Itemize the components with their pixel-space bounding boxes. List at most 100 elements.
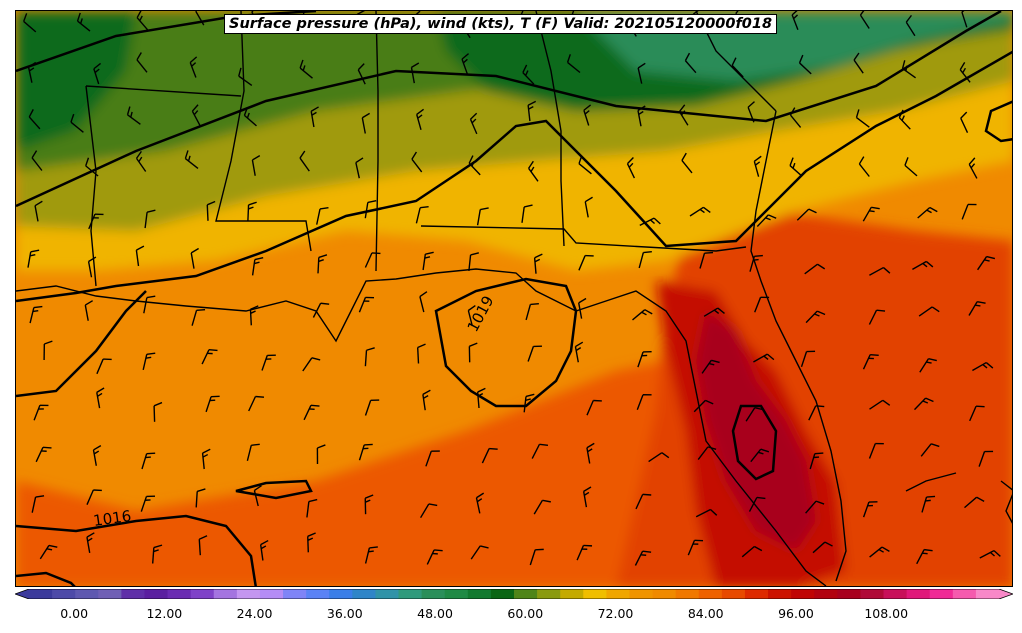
wind-barb bbox=[635, 493, 652, 510]
colorbar-swatch bbox=[52, 589, 76, 599]
wind-barb bbox=[678, 104, 689, 126]
wind-barb bbox=[912, 260, 934, 271]
colorbar-swatch bbox=[398, 589, 423, 599]
wind-barb bbox=[961, 203, 977, 220]
wind-barb bbox=[754, 296, 770, 313]
colorbar-swatch bbox=[213, 589, 238, 599]
temperature-fill bbox=[16, 11, 1012, 586]
colorbar-swatch bbox=[814, 589, 838, 599]
wind-barb bbox=[531, 443, 549, 459]
colorbar-swatch bbox=[329, 589, 353, 599]
colorbar-swatch bbox=[259, 589, 284, 599]
colorbar-swatch bbox=[167, 589, 192, 599]
wind-barb bbox=[898, 109, 911, 130]
isobar-west-1016 bbox=[16, 290, 147, 398]
colorbar-swatch bbox=[721, 589, 746, 599]
colorbar-tick-label: 12.00 bbox=[146, 606, 183, 621]
wind-barb bbox=[868, 309, 886, 325]
wind-barb bbox=[968, 157, 978, 179]
wind-barb bbox=[136, 11, 149, 31]
wind-barb bbox=[745, 407, 764, 422]
isobar-small-loop bbox=[235, 479, 313, 500]
wind-barb bbox=[868, 442, 884, 459]
wind-barb bbox=[476, 387, 486, 409]
colorbar-swatch bbox=[352, 589, 377, 599]
wind-barb bbox=[566, 54, 581, 74]
wind-barb bbox=[920, 443, 940, 457]
wind-barb bbox=[648, 452, 670, 463]
wind-barb bbox=[586, 442, 595, 464]
wind-barb bbox=[364, 494, 374, 515]
wind-barb bbox=[261, 354, 276, 371]
wind-barb bbox=[869, 266, 891, 276]
wind-barb bbox=[528, 160, 539, 182]
wind-barb bbox=[523, 393, 535, 413]
temperature-colorbar bbox=[15, 589, 1013, 599]
wind-barb bbox=[306, 498, 318, 518]
wind-barb bbox=[39, 544, 58, 560]
wind-barb bbox=[869, 399, 891, 410]
wind-barb bbox=[959, 62, 971, 83]
wind-barb bbox=[583, 104, 592, 126]
wind-barb bbox=[699, 251, 714, 269]
wind-barb bbox=[637, 351, 652, 368]
wind-barb bbox=[586, 399, 602, 416]
colorbar-tick-label: 96.00 bbox=[778, 606, 814, 621]
wind-barb bbox=[415, 205, 429, 224]
wind-barb bbox=[584, 196, 593, 218]
colorbar-tick-label: 108.00 bbox=[864, 606, 909, 621]
wind-barb bbox=[201, 348, 218, 365]
wind-barb bbox=[461, 53, 470, 75]
wind-barb bbox=[35, 446, 52, 463]
wind-barb bbox=[578, 297, 587, 319]
wind-barb bbox=[152, 544, 163, 564]
wind-barb bbox=[135, 245, 145, 267]
wind-barb bbox=[687, 539, 704, 556]
wind-barb bbox=[978, 450, 994, 467]
wind-barb bbox=[527, 345, 542, 362]
wind-barb bbox=[964, 496, 985, 509]
isobar-east-loop bbox=[984, 100, 1012, 143]
isobar-north-1 bbox=[16, 11, 317, 73]
temp-florida-core bbox=[696, 311, 816, 551]
wind-barb bbox=[70, 113, 84, 133]
wind-barb bbox=[31, 150, 43, 171]
wind-barb bbox=[533, 499, 551, 515]
wind-barb bbox=[753, 155, 762, 177]
colorbar-swatch bbox=[29, 589, 53, 599]
temp-band-green-west bbox=[16, 11, 136, 151]
colorbar-tick-label: 48.00 bbox=[417, 606, 453, 621]
wind-barb bbox=[191, 104, 201, 126]
wind-barb bbox=[917, 206, 938, 219]
isobar-sw-corner bbox=[16, 571, 76, 586]
wind-barb bbox=[791, 11, 800, 31]
wind-barb bbox=[697, 446, 717, 461]
wind-barb bbox=[85, 157, 99, 177]
colorbar-tick-label: 0.00 bbox=[60, 606, 89, 621]
wind-barb bbox=[184, 150, 199, 169]
wind-barb bbox=[800, 350, 816, 368]
wind-barb bbox=[468, 342, 478, 363]
wind-barb bbox=[426, 549, 443, 565]
wind-barb bbox=[525, 303, 539, 321]
wind-barb bbox=[93, 62, 102, 85]
wind-barb bbox=[249, 305, 259, 326]
map-panel: 1019 1016 bbox=[15, 10, 1013, 587]
colorbar-swatch bbox=[606, 589, 631, 599]
wind-barb bbox=[750, 448, 770, 463]
colorbar-swatch bbox=[860, 589, 885, 599]
wind-barb bbox=[804, 263, 826, 275]
colorbar-swatch bbox=[906, 589, 931, 599]
colorbar-extend-high bbox=[999, 589, 1013, 599]
wind-barb bbox=[637, 105, 646, 127]
colorbar-swatch bbox=[236, 589, 261, 599]
wind-barb bbox=[805, 500, 825, 514]
border-ar-la bbox=[85, 85, 242, 97]
isobar-north-2 bbox=[16, 11, 1002, 208]
wind-barb bbox=[979, 550, 1001, 559]
map-title: Surface pressure (hPa), wind (kts), T (F… bbox=[224, 14, 778, 34]
wind-barb bbox=[425, 450, 440, 467]
wind-barb bbox=[533, 253, 543, 274]
wind-barb bbox=[703, 307, 725, 317]
colorbar-tick-label: 84.00 bbox=[687, 606, 724, 621]
